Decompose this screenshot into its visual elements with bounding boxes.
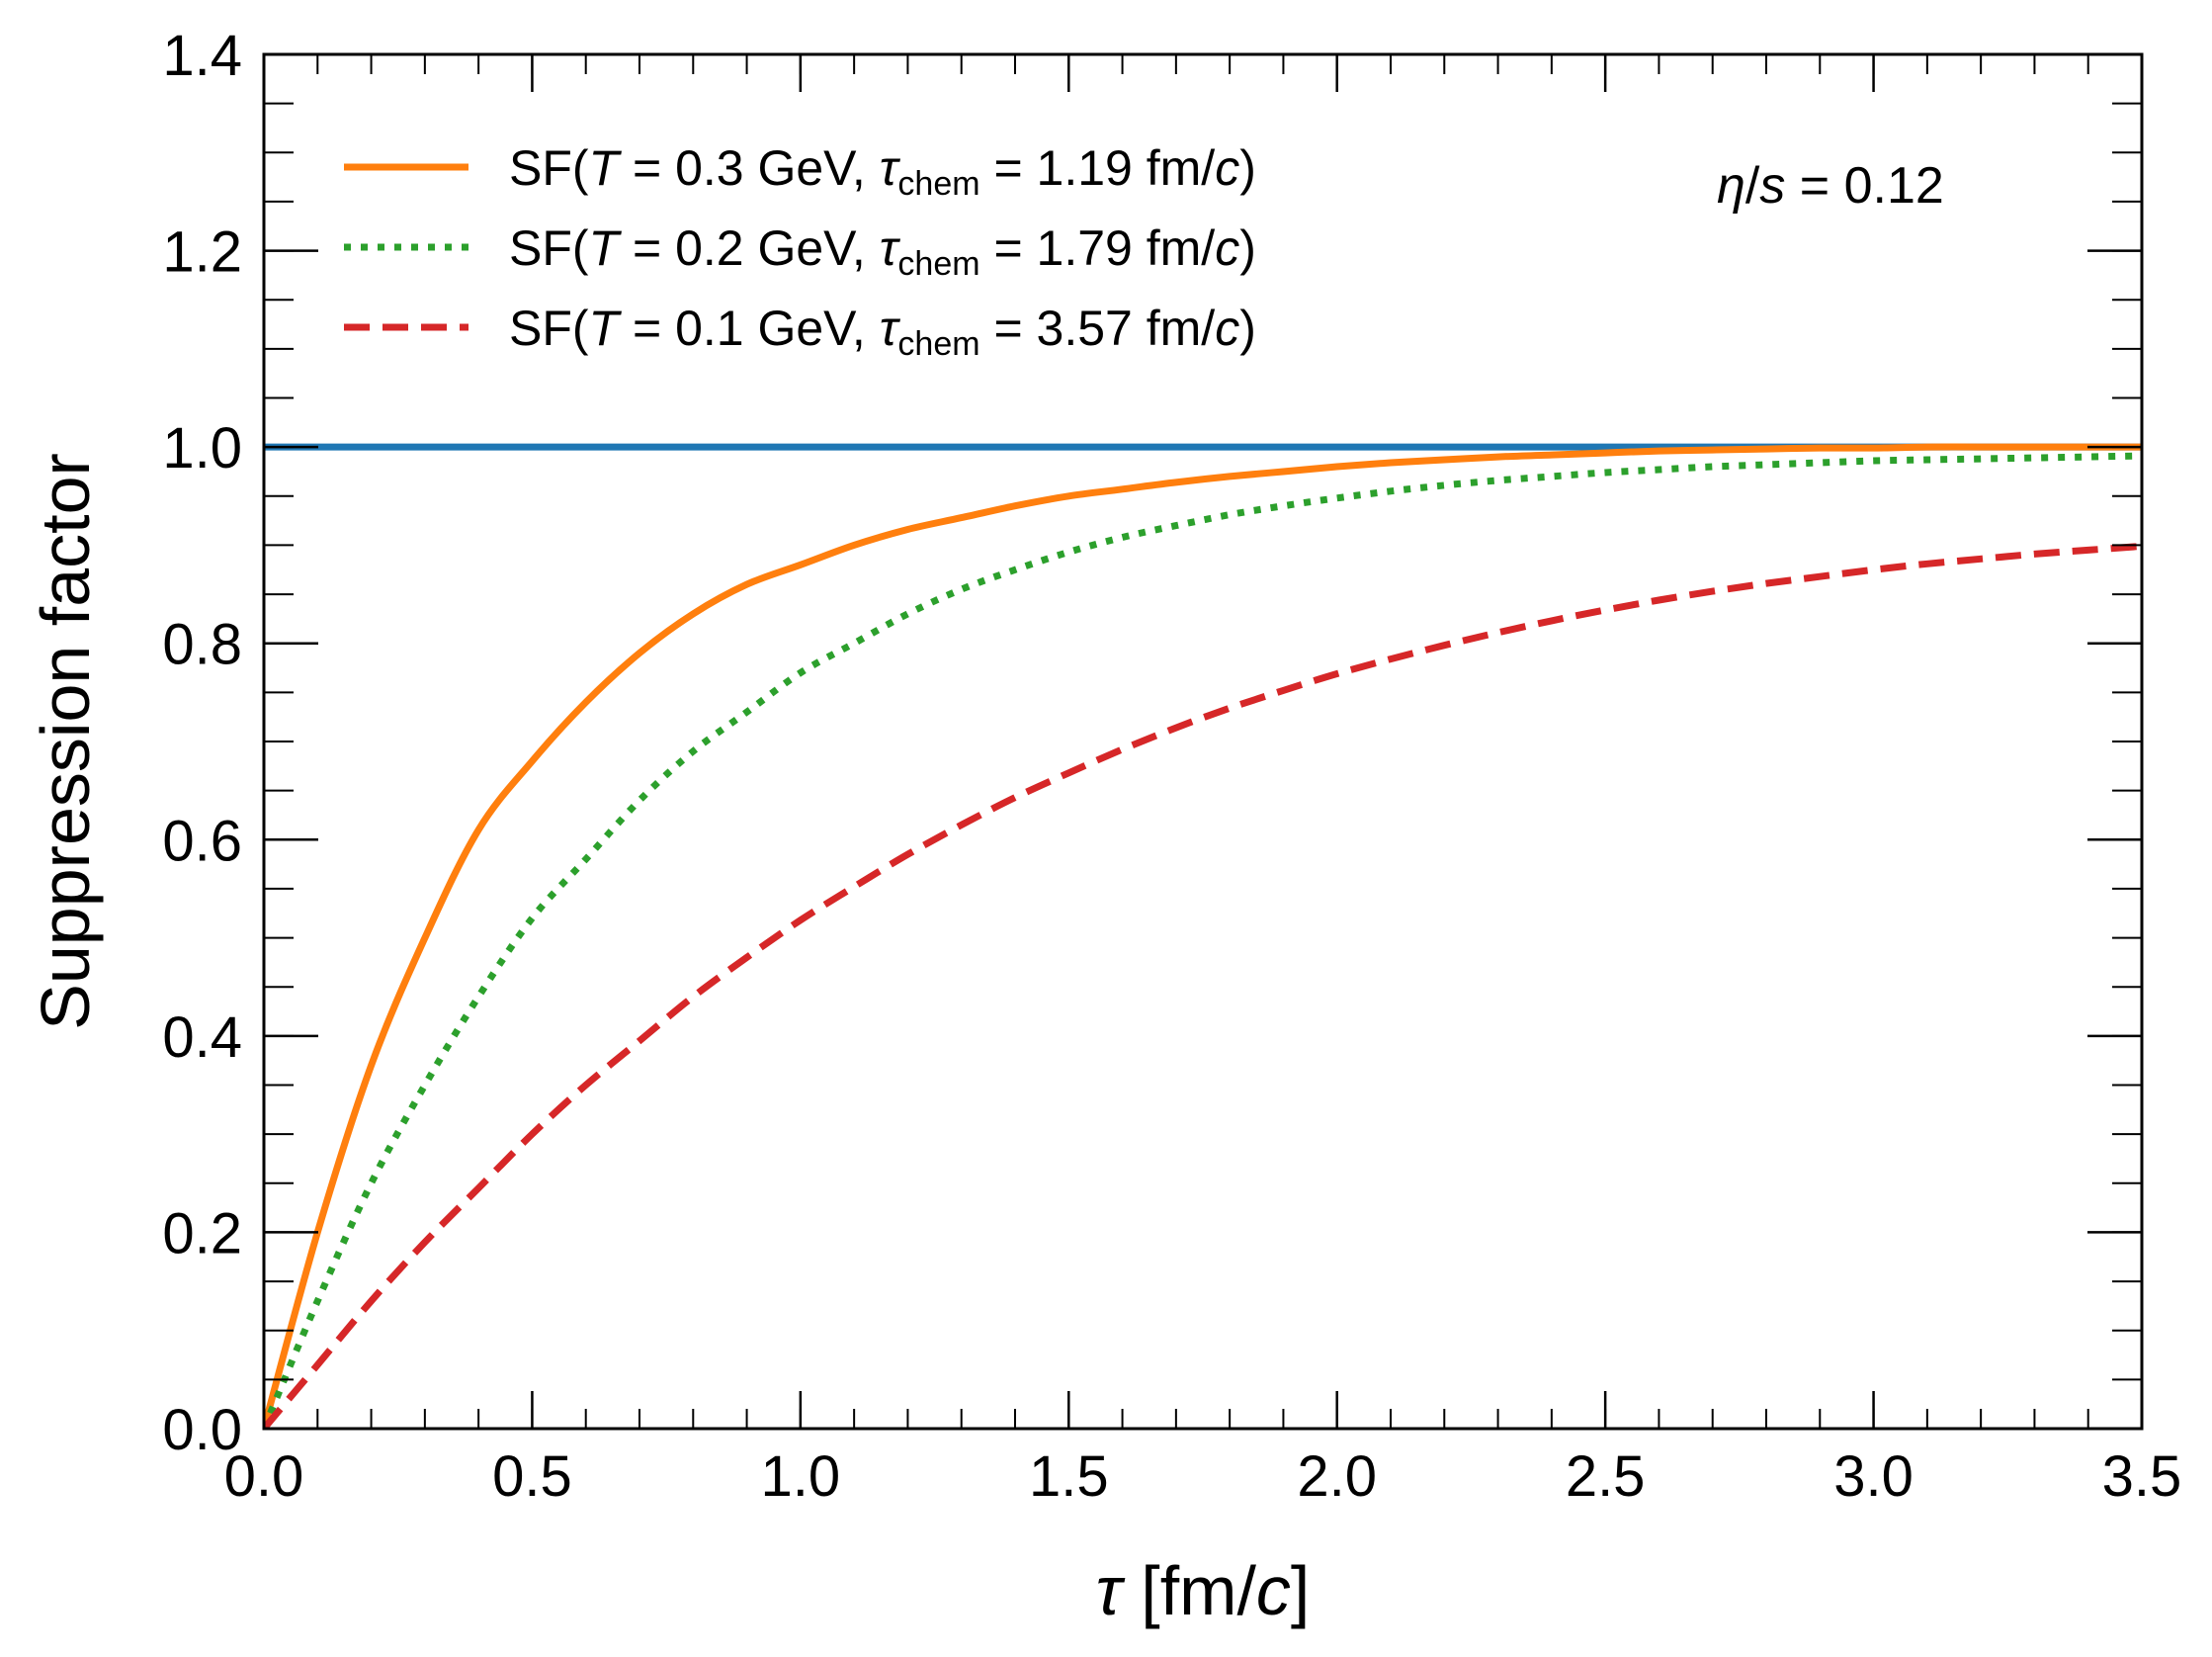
- y-tick-label: 1.2: [162, 220, 242, 285]
- legend: SF(T = 0.3 GeV, τchem = 1.19 fm/c) SF(T …: [344, 140, 1256, 363]
- y-tick-label: 1.0: [162, 416, 242, 480]
- x-axis-unit-open: [fm/: [1141, 1552, 1256, 1629]
- series-line-2: [264, 542, 2142, 1429]
- x-tick-label: 0.0: [224, 1444, 304, 1509]
- y-tick-label: 0.8: [162, 613, 242, 677]
- x-axis-title: τ [fm/c]: [1096, 1552, 1311, 1629]
- y-tick-label: 0.4: [162, 1005, 242, 1070]
- x-axis-unit-c: c: [1256, 1552, 1291, 1629]
- x-tick-label: 1.5: [1029, 1444, 1109, 1509]
- x-tick-label: 1.0: [761, 1444, 841, 1509]
- x-tick-label: 3.5: [2102, 1444, 2182, 1509]
- legend-label-2: SF(T = 0.1 GeV, τchem = 3.57 fm/c): [509, 301, 1256, 363]
- y-axis-title: Suppression factor: [27, 453, 104, 1030]
- y-tick-label: 0.2: [162, 1201, 242, 1265]
- plot-frame: [262, 52, 2144, 1431]
- legend-label-1: SF(T = 0.2 GeV, τchem = 1.79 fm/c): [509, 220, 1256, 283]
- y-tick-label: 0.0: [162, 1398, 242, 1462]
- legend-label-0: SF(T = 0.3 GeV, τchem = 1.19 fm/c): [509, 140, 1256, 203]
- series-line-0: [264, 443, 2142, 1429]
- y-tick-label: 1.4: [162, 24, 242, 88]
- series-line-1: [264, 452, 2142, 1429]
- y-tick-label: 0.6: [162, 809, 242, 873]
- x-tick-label: 2.5: [1566, 1444, 1646, 1509]
- x-tick-label: 0.5: [492, 1444, 572, 1509]
- eta-s-annotation: η/s = 0.12: [1717, 157, 1944, 215]
- x-tick-label: 3.0: [1833, 1444, 1914, 1509]
- x-axis-symbol: τ: [1096, 1552, 1126, 1629]
- x-axis-unit-close: ]: [1291, 1552, 1310, 1629]
- x-tick-label: 2.0: [1297, 1444, 1377, 1509]
